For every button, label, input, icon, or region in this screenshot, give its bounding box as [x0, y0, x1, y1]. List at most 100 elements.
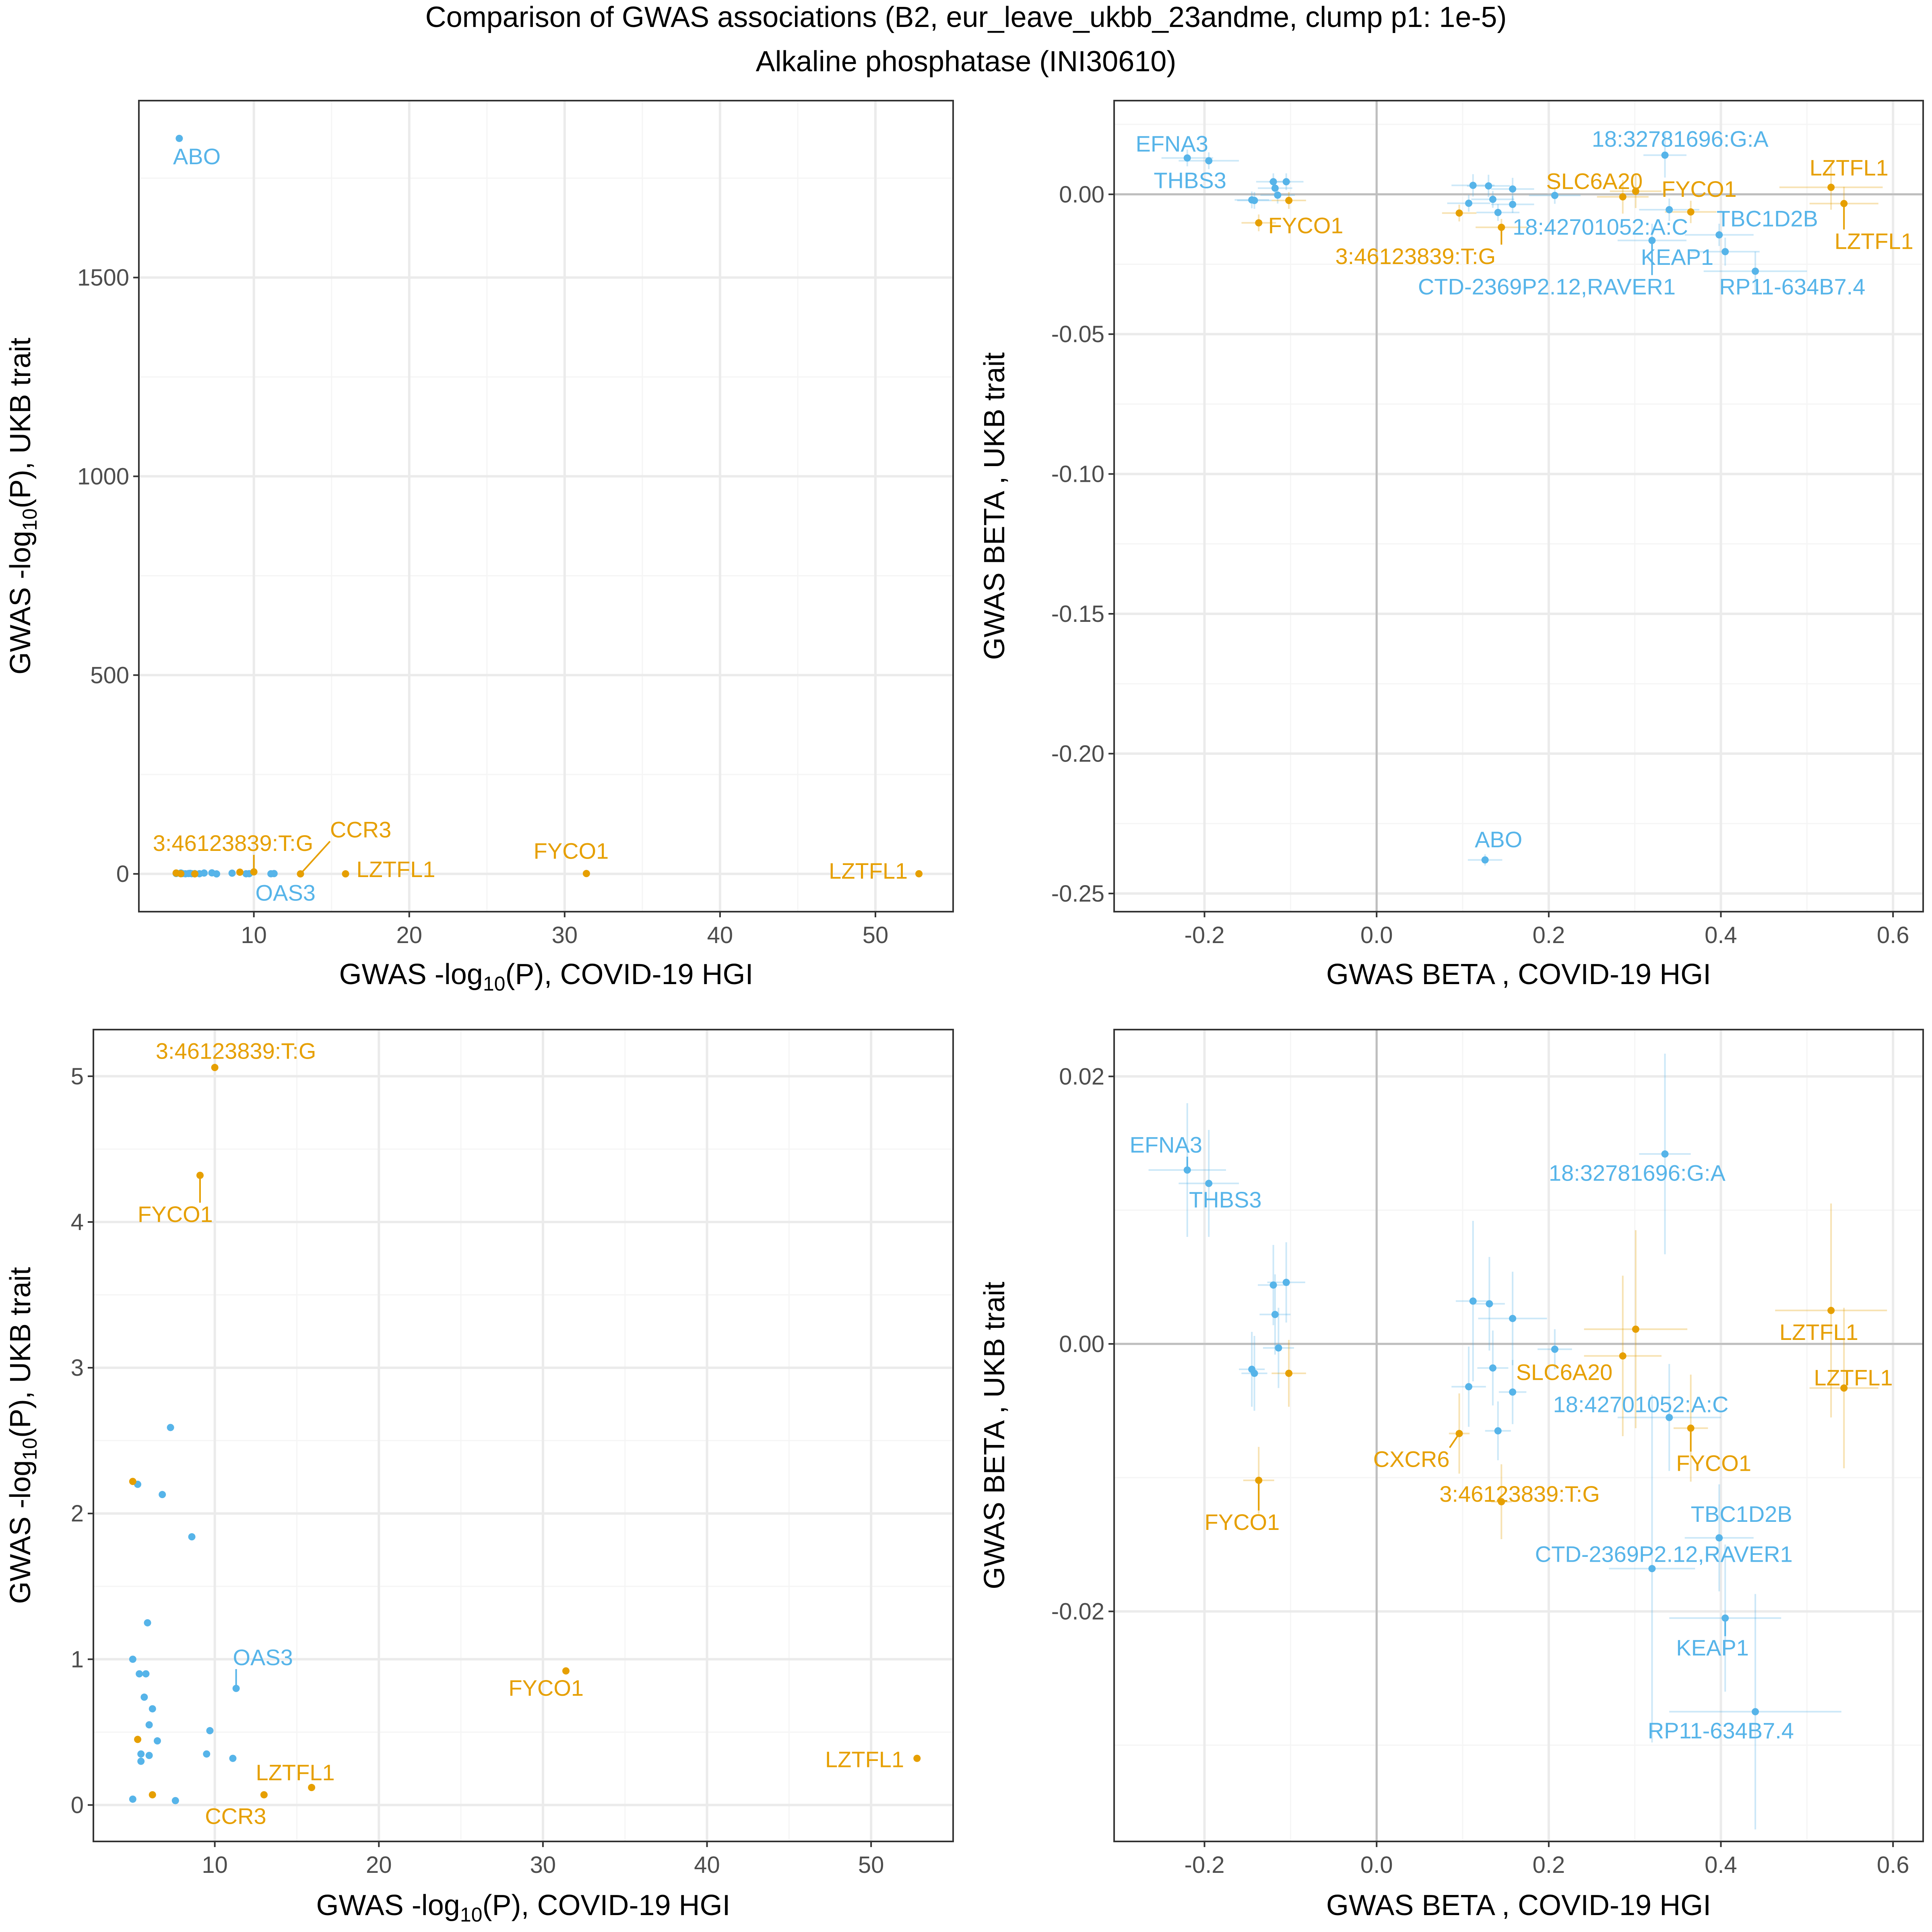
- point-label: EFNA3: [1129, 1132, 1202, 1158]
- data-point-fyco1: [582, 870, 590, 877]
- panel-border: [138, 100, 954, 912]
- data-point: [145, 1721, 153, 1729]
- data-point-fyco1: [562, 1667, 570, 1675]
- y-tick-label: 3: [71, 1355, 84, 1381]
- y-axis-title: GWAS BETA , UKB trait: [978, 352, 1011, 660]
- data-point: [137, 1757, 145, 1765]
- panel-border: [1113, 1029, 1924, 1842]
- point-label: FYCO1: [508, 1675, 584, 1701]
- y-tick-label: 500: [90, 662, 129, 688]
- data-point: [1282, 1279, 1290, 1286]
- data-layer: [1148, 1053, 1887, 1830]
- y-tick-label: 4: [71, 1209, 84, 1235]
- point-label: 3:46123839:T:G: [1335, 244, 1496, 269]
- x-tick-label: 10: [241, 922, 267, 948]
- data-point-lztfl1: [913, 1754, 921, 1762]
- data-point: [129, 1795, 136, 1803]
- data-point: [1489, 1364, 1496, 1372]
- point-label: CXCR6: [1373, 1447, 1450, 1472]
- point-label: LZTFL1: [825, 1746, 904, 1772]
- data-point-3-46123839-t-g: [211, 1064, 219, 1071]
- panel-1: ABO 3:46123839:T:G CCR3 LZTFL1 OAS3 FYCO1 LZTF…: [4, 100, 954, 995]
- point-label: TBC1D2B: [1691, 1501, 1792, 1527]
- point-label: RP11-634B7.4: [1648, 1718, 1794, 1743]
- y-tick-label: 2: [71, 1501, 84, 1527]
- data-point-fyco1: [1687, 208, 1695, 216]
- point-label: SLC6A20: [1546, 169, 1643, 194]
- point-label: 3:46123839:T:G: [1439, 1481, 1600, 1507]
- panel-border: [1113, 100, 1924, 912]
- data-point: [1271, 1311, 1279, 1318]
- point-label: 18:32781696:G:A: [1592, 126, 1769, 152]
- data-point-thbs3: [1205, 157, 1213, 165]
- x-tick-label: 0.2: [1533, 1852, 1565, 1878]
- y-tick-label: 0.00: [1059, 182, 1104, 208]
- point-label: FYCO1: [1676, 1451, 1751, 1476]
- data-point: [229, 1754, 237, 1762]
- x-tick-label: 10: [202, 1852, 228, 1878]
- data-point: [1271, 184, 1279, 192]
- point-label: CTD-2369P2.12,RAVER1: [1535, 1542, 1793, 1567]
- data-point: [1469, 1297, 1477, 1305]
- data-point-18-32781696-g-a: [1661, 1150, 1669, 1158]
- plot-background: [139, 101, 953, 912]
- data-point: [1485, 182, 1492, 190]
- data-point: [1632, 188, 1639, 195]
- x-tick-label: -0.2: [1185, 922, 1225, 948]
- data-point: [153, 1737, 161, 1745]
- x-axis-title: GWAS BETA , COVID-19 HGI: [1326, 958, 1711, 991]
- data-point: [1251, 197, 1258, 204]
- data-point: [145, 1752, 153, 1759]
- label-leader-line: [300, 840, 331, 875]
- data-point-efna3: [1183, 154, 1191, 162]
- y-tick-label: -0.10: [1051, 461, 1104, 487]
- data-point-ccr3: [260, 1791, 268, 1799]
- data-point-lztfl1: [342, 870, 349, 878]
- data-point-abo: [175, 134, 183, 142]
- y-tick-label: 1000: [77, 463, 129, 489]
- plot-background: [93, 1030, 953, 1841]
- x-axis-title: GWAS -log10(P), COVID-19 HGI: [339, 958, 753, 995]
- data-point: [1509, 200, 1517, 208]
- data-point-ctd-2369p2-12-raver1: [1648, 1565, 1656, 1573]
- data-point: [1632, 1325, 1639, 1333]
- x-tick-label: 0.0: [1360, 922, 1393, 948]
- point-label: LZTFL1: [829, 858, 908, 883]
- data-point: [142, 1670, 150, 1678]
- point-label: EFNA3: [1135, 131, 1208, 156]
- point-label: LZTFL1: [1810, 155, 1889, 180]
- point-label: THBS3: [1189, 1187, 1262, 1212]
- point-label: CTD-2369P2.12,RAVER1: [1418, 274, 1676, 299]
- data-point: [1282, 178, 1290, 186]
- x-tick-label: 40: [707, 922, 733, 948]
- y-tick-label: 1: [71, 1646, 84, 1672]
- point-label: FYCO1: [1268, 213, 1344, 238]
- data-point: [203, 1750, 211, 1758]
- data-point: [137, 1750, 145, 1758]
- data-point: [167, 1424, 174, 1431]
- data-point: [149, 1705, 156, 1713]
- x-tick-label: 0.4: [1705, 1852, 1737, 1878]
- point-label: 18:32781696:G:A: [1549, 1160, 1726, 1185]
- data-layer: [172, 134, 923, 878]
- x-tick-label: 0.4: [1705, 922, 1737, 948]
- data-point: [1469, 182, 1477, 189]
- panel-3: 3:46123839:T:G FYCO1 OAS3 FYCO1 LZTFL1 CCR3 LZ…: [4, 1029, 954, 1926]
- data-point-slc6a20: [1619, 193, 1627, 201]
- data-point: [134, 1736, 142, 1743]
- y-tick-label: 0.00: [1059, 1331, 1104, 1357]
- point-label: CCR3: [205, 1804, 266, 1829]
- point-label: OAS3: [233, 1645, 293, 1670]
- data-point: [1269, 178, 1277, 186]
- data-point: [1509, 1315, 1517, 1322]
- point-label: OAS3: [256, 880, 316, 905]
- data-point: [188, 1533, 196, 1541]
- y-tick-label: 0: [116, 861, 129, 887]
- data-point: [1494, 1427, 1502, 1435]
- point-label: KEAP1: [1641, 244, 1714, 270]
- point-label: THBS3: [1154, 167, 1226, 193]
- data-point-tbc1d2b: [1715, 1534, 1723, 1542]
- data-point-rp11-634b7-4: [1752, 1708, 1759, 1715]
- y-tick-label: -0.05: [1051, 321, 1104, 347]
